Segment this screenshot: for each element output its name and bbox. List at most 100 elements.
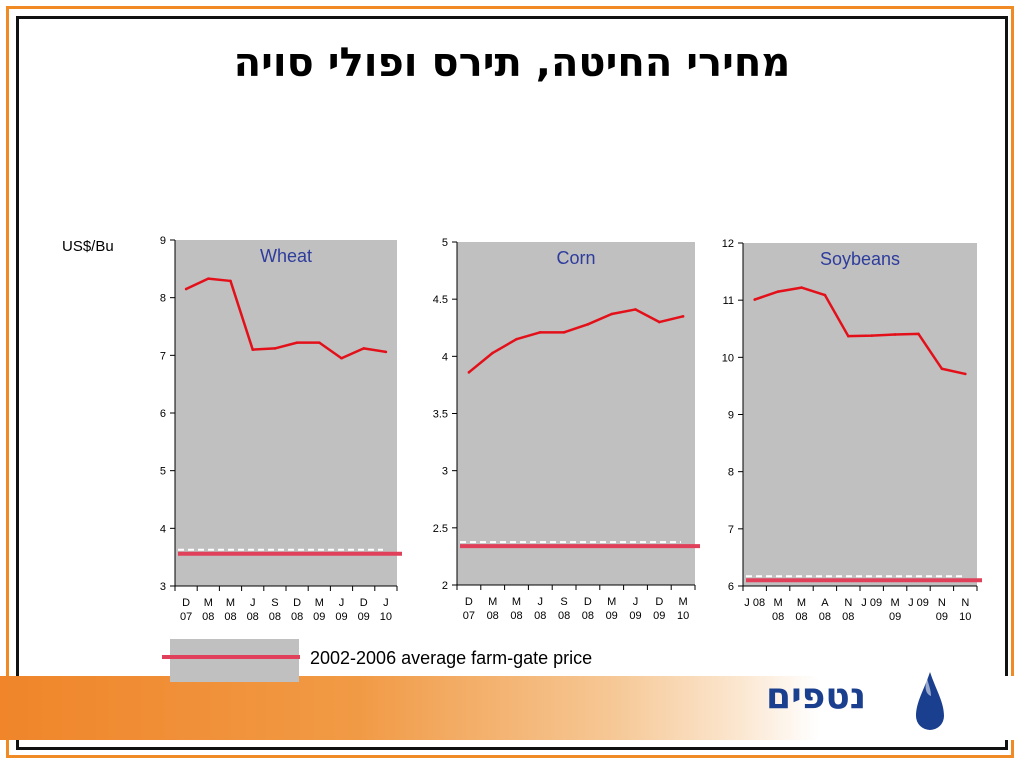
- corn-y-tick-label-5: 4.5: [433, 294, 448, 306]
- corn-x-tick-label-7: J 09: [629, 596, 641, 622]
- corn-x-tick-label-3: J 08: [534, 596, 546, 622]
- wheat-point-3: [251, 348, 254, 351]
- soybeans-x-tick-label-6: M 09: [889, 597, 901, 623]
- corn-y-tick-label-4: 4: [442, 351, 448, 363]
- corn-x-tick-label-0: D 07: [463, 596, 475, 622]
- corn-point-4: [562, 331, 566, 334]
- wheat-plot-area: [175, 240, 397, 586]
- soybeans-x-tick-label-7: J 09: [908, 597, 929, 609]
- corn-x-tick-label-2: M 08: [510, 596, 522, 622]
- wheat-point-4: [273, 347, 277, 350]
- soybeans-point-2: [800, 286, 803, 289]
- soybeans-x-tick-label-5: J 09: [861, 597, 882, 609]
- wheat-y-tick-label-1: 4: [160, 523, 166, 535]
- wheat-x-tick-label-8: D 09: [358, 597, 370, 623]
- soybeans-x-tick-label-1: M 08: [772, 597, 784, 623]
- soybeans-plot-area: [743, 243, 977, 586]
- legend-reference-line: [162, 655, 300, 659]
- corn-y-tick-label-6: 5: [442, 237, 448, 249]
- legend-swatch-box: [170, 639, 299, 682]
- wheat-x-tick-label-5: D 08: [291, 597, 303, 623]
- company-logo: נטפים: [766, 668, 956, 738]
- soybeans-y-tick-label-4: 10: [722, 352, 734, 364]
- wheat-point-0: [184, 287, 188, 291]
- soybeans-y-tick-label-3: 9: [728, 410, 734, 422]
- wheat-point-5: [295, 341, 299, 344]
- soybeans-series-line: [754, 286, 966, 376]
- unit-label: US$/Bu: [62, 238, 114, 255]
- soybeans-y-tick-label-2: 8: [728, 467, 734, 479]
- wheat-x-tick-label-4: S 08: [269, 597, 281, 623]
- corn-series-line: [468, 308, 684, 374]
- corn-y-tick-label-0: 2: [442, 580, 448, 592]
- logo-text: נטפים: [766, 676, 867, 717]
- wheat-y-tick-label-2: 5: [160, 466, 166, 478]
- outer-frame: [6, 6, 1014, 758]
- wheat-y-tick-label-4: 7: [160, 350, 166, 362]
- corn-x-tick-label-1: M 08: [487, 596, 499, 622]
- soybeans-x-tick-label-0: J 08: [744, 597, 765, 609]
- corn-point-2: [515, 337, 518, 341]
- footer-band: [0, 676, 1024, 740]
- wheat-point-6: [318, 341, 321, 344]
- soybeans-x-tick-label-8: N 09: [936, 597, 948, 623]
- corn-point-5: [586, 323, 590, 326]
- wheat-y-tick-label-0: 3: [160, 581, 166, 593]
- wheat-point-2: [229, 279, 232, 283]
- wheat-point-9: [384, 350, 388, 354]
- soybeans-point-8: [940, 367, 944, 371]
- soybeans-point-7: [917, 332, 920, 336]
- wheat-y-tick-label-5: 8: [160, 293, 166, 305]
- wheat-y-tick-label-3: 6: [160, 408, 166, 420]
- corn-y-tick-label-1: 2.5: [433, 523, 448, 535]
- corn-point-8: [658, 320, 661, 324]
- corn-x-tick-label-4: S 08: [558, 596, 570, 622]
- wheat-x-tick-label-3: J 08: [247, 597, 259, 623]
- soybeans-y-tick-label-5: 11: [723, 295, 734, 307]
- soybeans-point-9: [964, 372, 967, 376]
- inner-frame: [16, 16, 1008, 750]
- corn-y-tick-label-3: 3.5: [433, 409, 448, 421]
- corn-point-9: [681, 315, 685, 318]
- corn-panel-title: Corn: [556, 248, 595, 268]
- wheat-y-tick-label-6: 9: [160, 235, 166, 247]
- corn-point-6: [610, 312, 613, 316]
- slide-title: מחירי החיטה, תירס ופולי סויה: [233, 40, 791, 86]
- wheat-series-line: [185, 277, 387, 360]
- soybeans-panel-title: Soybeans: [820, 249, 900, 269]
- wheat-x-tick-label-1: M 08: [202, 597, 214, 623]
- corn-x-tick-label-9: M 10: [677, 596, 689, 622]
- wheat-x-tick-label-9: J 10: [380, 597, 392, 623]
- soybeans-point-1: [776, 290, 780, 293]
- wheat-x-tick-label-6: M 09: [313, 597, 325, 623]
- soybeans-point-6: [893, 333, 897, 336]
- soybeans-x-tick-label-9: N 10: [959, 597, 971, 623]
- wheat-x-tick-label-2: M 08: [224, 597, 236, 623]
- soybeans-y-tick-label-1: 7: [728, 524, 734, 536]
- soybeans-x-tick-label-4: N 08: [842, 597, 854, 623]
- corn-x-tick-label-6: M 09: [606, 596, 618, 622]
- soybeans-x-tick-label-3: A 08: [819, 597, 831, 623]
- corn-plot-area: [457, 242, 695, 585]
- wheat-point-1: [207, 277, 210, 280]
- corn-point-3: [539, 331, 542, 334]
- legend-label: 2002-2006 average farm-gate price: [310, 648, 593, 668]
- corn-y-tick-label-2: 3: [442, 466, 448, 478]
- wheat-x-tick-label-7: J 09: [335, 597, 347, 623]
- wheat-x-tick-label-0: D 07: [180, 597, 192, 623]
- drop-icon: [916, 672, 944, 730]
- corn-x-tick-label-5: D 08: [582, 596, 594, 622]
- soybeans-point-4: [847, 334, 850, 338]
- soybeans-y-tick-label-6: 12: [722, 238, 734, 250]
- wheat-panel-title: Wheat: [260, 246, 312, 266]
- wheat-point-7: [340, 356, 343, 360]
- soybeans-point-0: [753, 298, 756, 301]
- soybeans-y-tick-label-0: 6: [728, 581, 734, 593]
- corn-x-tick-label-8: D 09: [653, 596, 665, 622]
- corn-point-0: [467, 371, 471, 374]
- soybeans-point-5: [870, 334, 873, 337]
- wheat-point-8: [362, 347, 366, 350]
- corn-point-1: [491, 351, 495, 355]
- soybeans-x-tick-label-2: M 08: [795, 597, 807, 623]
